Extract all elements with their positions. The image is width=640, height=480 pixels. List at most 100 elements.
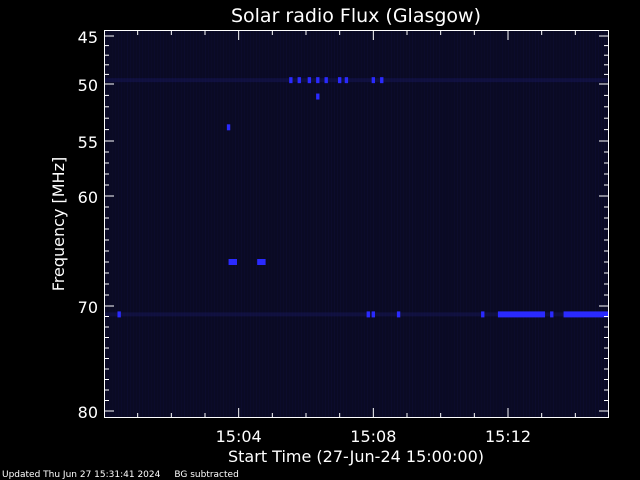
noise-column bbox=[280, 31, 281, 417]
emission-feature bbox=[337, 77, 342, 84]
noise-column bbox=[346, 31, 347, 417]
x-tick-label: 15:08 bbox=[350, 427, 396, 446]
noise-column bbox=[316, 31, 317, 417]
noise-column bbox=[160, 31, 161, 417]
y-tick-label: 50 bbox=[78, 76, 98, 95]
noise-column bbox=[256, 31, 257, 417]
noise-column bbox=[508, 31, 509, 417]
noise-column bbox=[253, 31, 254, 417]
emission-feature bbox=[228, 259, 237, 265]
noise-column bbox=[304, 31, 305, 417]
noise-column bbox=[391, 31, 392, 417]
noise-column bbox=[112, 31, 113, 417]
noise-column bbox=[166, 31, 167, 417]
noise-column bbox=[247, 31, 248, 417]
noise-column bbox=[583, 31, 584, 417]
noise-column bbox=[334, 31, 335, 417]
noise-column bbox=[328, 31, 329, 417]
emission-feature bbox=[117, 311, 121, 318]
noise-column bbox=[154, 31, 155, 417]
noise-column bbox=[274, 31, 275, 417]
noise-column bbox=[298, 31, 299, 417]
noise-column bbox=[265, 31, 266, 417]
noise-column bbox=[175, 31, 176, 417]
emission-feature bbox=[497, 311, 546, 318]
noise-column bbox=[310, 31, 311, 417]
noise-column bbox=[439, 31, 440, 417]
noise-column bbox=[409, 31, 410, 417]
noise-column bbox=[376, 31, 377, 417]
noise-column bbox=[586, 31, 587, 417]
noise-column bbox=[157, 31, 158, 417]
noise-column bbox=[313, 31, 314, 417]
noise-column bbox=[355, 31, 356, 417]
noise-column bbox=[373, 31, 374, 417]
noise-column bbox=[199, 31, 200, 417]
chart-title: Solar radio Flux (Glasgow) bbox=[231, 5, 481, 27]
noise-column bbox=[517, 31, 518, 417]
noise-column bbox=[541, 31, 542, 417]
noise-column bbox=[529, 31, 530, 417]
noise-column bbox=[361, 31, 362, 417]
noise-column bbox=[301, 31, 302, 417]
noise-column bbox=[226, 31, 227, 417]
noise-column bbox=[151, 31, 152, 417]
noise-column bbox=[472, 31, 473, 417]
noise-column bbox=[523, 31, 524, 417]
noise-column bbox=[433, 31, 434, 417]
emission-feature bbox=[366, 311, 370, 318]
noise-column bbox=[577, 31, 578, 417]
noise-column bbox=[574, 31, 575, 417]
noise-column bbox=[220, 31, 221, 417]
noise-column bbox=[598, 31, 599, 417]
noise-column bbox=[487, 31, 488, 417]
y-tick-label: 70 bbox=[78, 298, 98, 317]
noise-column bbox=[526, 31, 527, 417]
y-axis-label: Frequency [MHz] bbox=[49, 157, 68, 291]
noise-column bbox=[259, 31, 260, 417]
noise-columns bbox=[105, 31, 608, 417]
noise-column bbox=[505, 31, 506, 417]
noise-column bbox=[223, 31, 224, 417]
noise-column bbox=[469, 31, 470, 417]
noise-column bbox=[337, 31, 338, 417]
noise-column bbox=[169, 31, 170, 417]
noise-column bbox=[379, 31, 380, 417]
noise-column bbox=[412, 31, 413, 417]
updated-timestamp: Updated Thu Jun 27 15:31:41 2024 bbox=[2, 470, 161, 480]
noise-column bbox=[535, 31, 536, 417]
noise-column bbox=[502, 31, 503, 417]
emission-feature bbox=[371, 311, 376, 318]
plot-frame bbox=[104, 30, 609, 418]
y-tick-label: 45 bbox=[78, 28, 98, 47]
noise-column bbox=[250, 31, 251, 417]
noise-column bbox=[604, 31, 605, 417]
noise-column bbox=[214, 31, 215, 417]
noise-column bbox=[406, 31, 407, 417]
noise-column bbox=[115, 31, 116, 417]
noise-column bbox=[286, 31, 287, 417]
noise-column bbox=[562, 31, 563, 417]
noise-column bbox=[268, 31, 269, 417]
noise-column bbox=[364, 31, 365, 417]
emission-feature bbox=[563, 311, 609, 318]
noise-column bbox=[589, 31, 590, 417]
emission-feature bbox=[297, 77, 301, 84]
emission-feature bbox=[380, 77, 384, 84]
noise-column bbox=[349, 31, 350, 417]
noise-column bbox=[424, 31, 425, 417]
noise-column bbox=[181, 31, 182, 417]
noise-column bbox=[595, 31, 596, 417]
noise-column bbox=[187, 31, 188, 417]
noise-column bbox=[307, 31, 308, 417]
noise-column bbox=[520, 31, 521, 417]
noise-column bbox=[571, 31, 572, 417]
band-line bbox=[105, 78, 608, 83]
noise-column bbox=[292, 31, 293, 417]
noise-column bbox=[550, 31, 551, 417]
noise-column bbox=[205, 31, 206, 417]
noise-column bbox=[400, 31, 401, 417]
noise-column bbox=[262, 31, 263, 417]
noise-column bbox=[565, 31, 566, 417]
y-tick-label: 60 bbox=[78, 188, 98, 207]
